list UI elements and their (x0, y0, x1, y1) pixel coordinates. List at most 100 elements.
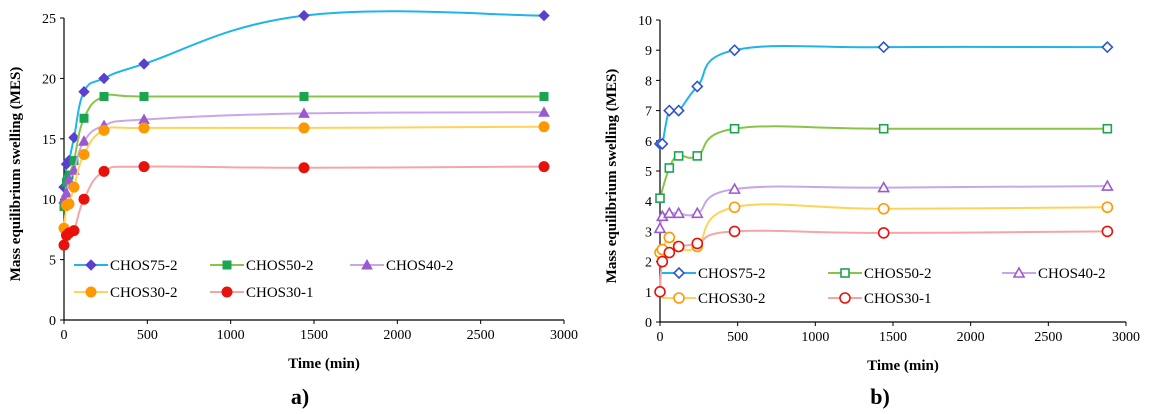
y-tick-label: 10 (42, 193, 56, 208)
data-point (663, 246, 676, 259)
legend-marker (221, 286, 233, 298)
legend-marker (85, 259, 97, 271)
data-point (79, 113, 89, 123)
legend-item: CHOS50-2 (828, 266, 932, 282)
data-point (728, 201, 741, 214)
data-point (672, 206, 685, 219)
legend-marker (672, 266, 686, 280)
data-point (878, 123, 889, 134)
x-axis-label: Time (min) (288, 356, 360, 372)
data-point (539, 92, 549, 102)
data-point (538, 161, 550, 173)
data-point (691, 237, 704, 250)
data-point (653, 221, 667, 234)
y-axis-label: Mass equilibrium swelling (MES) (8, 67, 24, 282)
y-tick-label: 25 (42, 12, 56, 27)
data-point (690, 206, 704, 219)
legend-item: CHOS30-2 (74, 285, 178, 301)
legend-item: CHOS50-2 (210, 258, 314, 274)
data-point (98, 165, 110, 177)
data-point (298, 9, 310, 22)
x-tick-label: 500 (727, 330, 748, 345)
data-point (729, 123, 740, 134)
data-point (60, 187, 73, 198)
y-tick-label: 7 (645, 105, 652, 120)
data-point (299, 92, 309, 102)
series-CHOS50-2 (655, 123, 1113, 203)
data-point (654, 285, 666, 298)
data-point (672, 104, 685, 117)
legend-item: CHOS30-2 (662, 291, 766, 307)
legend-marker (839, 292, 851, 304)
data-point (728, 44, 741, 57)
legend-label: CHOS30-1 (864, 291, 932, 307)
data-point (78, 149, 90, 161)
legend-label: CHOS40-2 (386, 258, 454, 274)
data-point (298, 107, 310, 118)
series-CHOS30-2 (58, 121, 550, 234)
legend-item: CHOS40-2 (350, 258, 454, 274)
data-point (692, 151, 703, 161)
y-tick-label: 1 (645, 286, 652, 301)
data-point (78, 85, 90, 98)
legend-label: CHOS30-2 (110, 285, 178, 301)
y-tick-label: 20 (42, 72, 56, 87)
y-tick-label: 3 (645, 225, 652, 240)
data-point (139, 92, 149, 102)
series-CHOS30-1 (654, 225, 1114, 298)
data-point (98, 72, 110, 85)
data-point (1101, 179, 1114, 191)
y-tick-label: 5 (645, 165, 652, 180)
y-tick-label: 0 (49, 314, 56, 329)
x-tick-label: 2500 (1034, 330, 1062, 345)
series-line (63, 111, 545, 200)
data-point (877, 202, 890, 215)
data-point (68, 225, 80, 237)
data-point (728, 225, 741, 238)
legend-label: CHOS50-2 (864, 266, 932, 282)
y-tick-label: 4 (645, 195, 652, 210)
legend: CHOS75-2 CHOS50-2 CHOS40-2 CHOS30-2 CHOS30-1 (74, 258, 454, 301)
data-point (656, 255, 669, 268)
data-point (138, 161, 150, 173)
legend-marker (361, 258, 373, 270)
series-CHOS40-2 (653, 179, 1114, 234)
legend-marker (673, 292, 685, 304)
data-point (728, 182, 741, 194)
data-point (98, 124, 110, 136)
legend-marker (1012, 266, 1026, 278)
legend-label: CHOS30-2 (698, 291, 766, 307)
y-tick-label: 5 (49, 254, 56, 269)
series-line (63, 165, 545, 246)
legend-marker (222, 260, 232, 270)
data-point (663, 104, 676, 117)
y-tick-label: 0 (645, 316, 652, 331)
data-point (68, 131, 80, 144)
x-tick-label: 1500 (300, 328, 328, 343)
series-line (659, 229, 1108, 292)
data-point (63, 173, 75, 185)
chart-b: 0 500 1000 1500 2000 2500 3000 0 1 2 3 4 5 6 7 8 9 10 Time… (604, 14, 1140, 409)
data-point (298, 122, 310, 134)
series-line (63, 125, 545, 229)
data-point (58, 239, 70, 251)
series-CHOS30-1 (58, 161, 550, 251)
data-point (78, 135, 90, 146)
series-CHOS75-2 (653, 41, 1114, 150)
y-tick-label: 6 (645, 135, 652, 150)
data-point (673, 151, 684, 161)
data-point (538, 9, 550, 22)
data-point (68, 181, 80, 193)
panel-label: a) (291, 384, 309, 409)
y-tick-label: 2 (645, 256, 652, 271)
data-point (298, 162, 310, 174)
data-point (99, 92, 109, 102)
x-tick-label: 0 (657, 330, 664, 345)
legend-item: CHOS40-2 (1002, 266, 1106, 282)
data-point (877, 41, 890, 54)
legend-item: CHOS75-2 (74, 258, 178, 274)
data-point (78, 193, 90, 205)
data-point (138, 122, 150, 134)
data-point (138, 58, 150, 70)
data-point (662, 206, 676, 219)
